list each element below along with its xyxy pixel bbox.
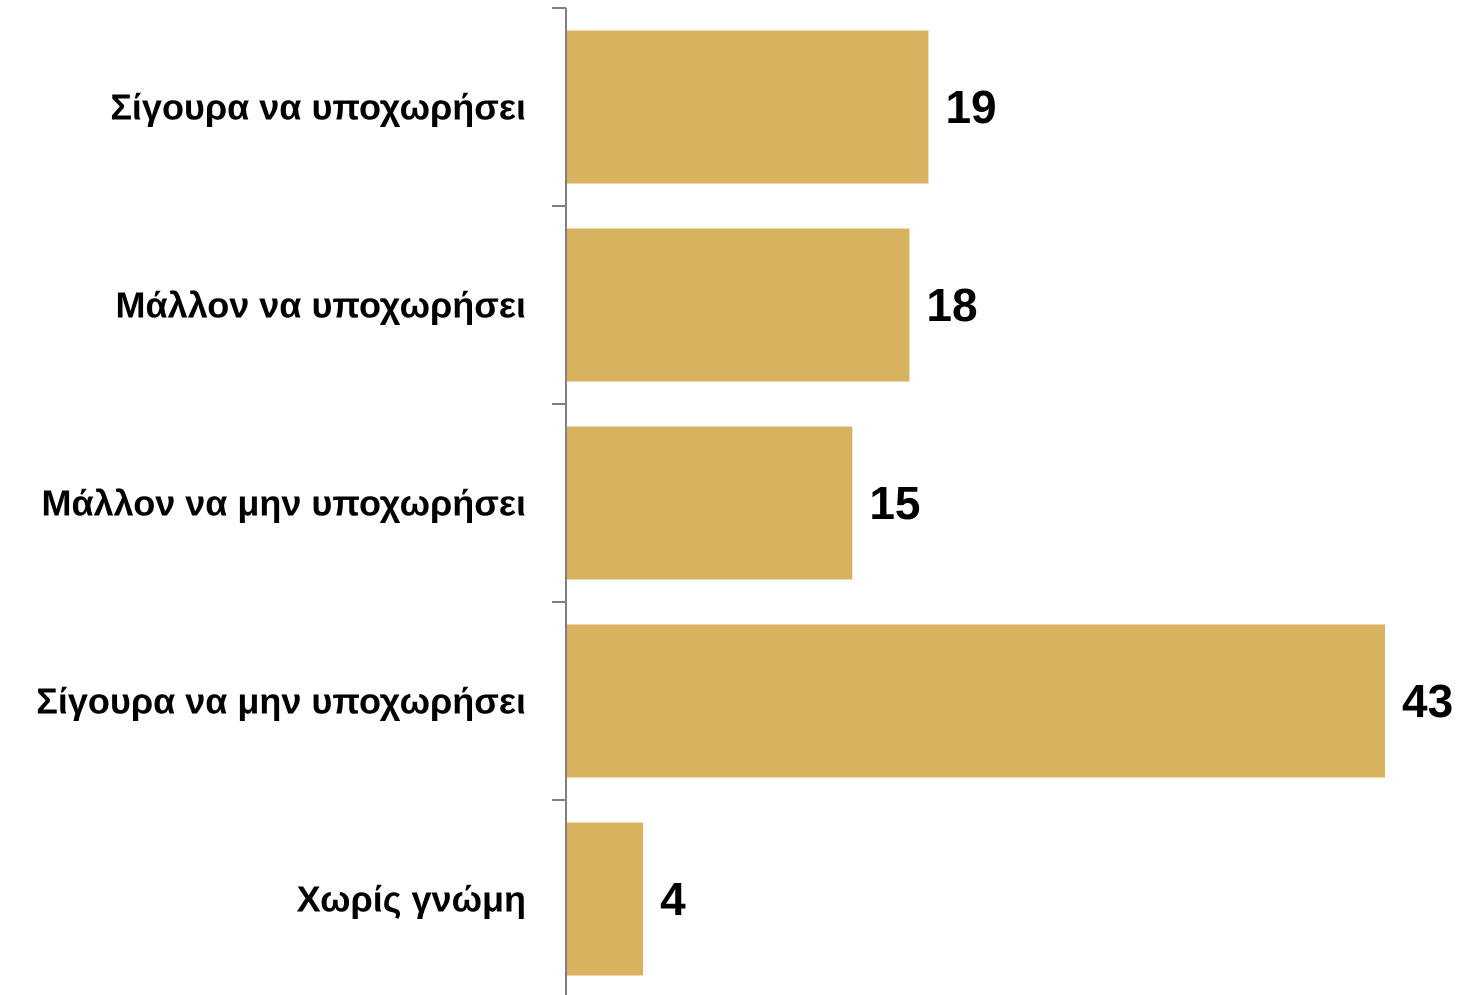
category-labels: Σίγουρα να υποχωρήσει Μάλλον να υποχωρήσε… [36, 87, 526, 920]
value-label: 19 [945, 81, 996, 133]
bar [567, 228, 910, 382]
category-axis-ticks [552, 7, 566, 801]
value-label: 4 [660, 873, 686, 925]
bar [567, 30, 929, 184]
category-label: Σίγουρα να μην υποχωρήσει [36, 681, 526, 722]
value-labels: 19 18 15 43 4 [660, 81, 1453, 925]
value-label: 15 [869, 477, 920, 529]
bars-group [567, 30, 1385, 976]
value-label: 43 [1402, 675, 1453, 727]
bar [567, 624, 1385, 778]
category-label: Σίγουρα να υποχωρήσει [110, 87, 526, 128]
category-label: Χωρίς γνώμη [297, 879, 526, 920]
category-label: Μάλλον να μην υποχωρήσει [42, 483, 527, 524]
bar [567, 822, 644, 976]
value-label: 18 [926, 279, 977, 331]
bar [567, 426, 853, 580]
category-label: Μάλλον να υποχωρήσει [116, 285, 526, 326]
